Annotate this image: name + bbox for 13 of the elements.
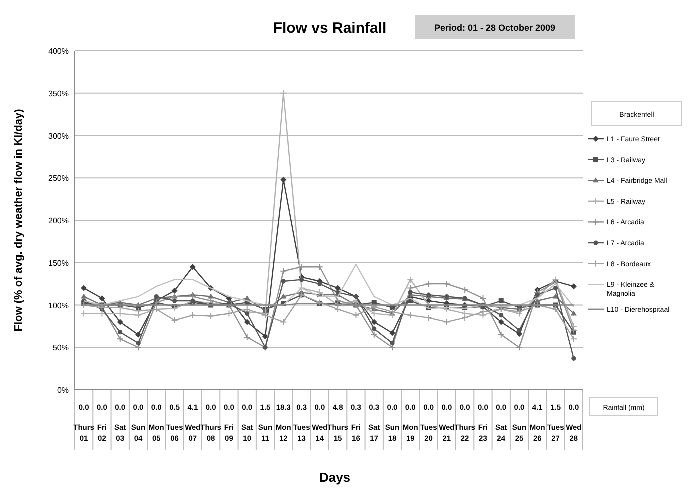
y-tick-label: 150% [48,258,69,268]
y-tick-label: 300% [48,132,69,141]
y-tick-label: 100% [48,301,69,310]
chart-title: Flow vs Rainfall [273,20,387,37]
y-tick-label: 250% [48,174,69,184]
y-tick-label: 0% [57,386,69,395]
x-axis-title: Days [319,470,351,485]
y-tick-label: 350% [48,89,69,98]
y-tick-label: 50% [52,344,69,353]
chart-subtitle: Period: 01 - 28 October 2009 [434,23,556,33]
y-axis-title: Flow (% of avg. dry weather flow in Kl/day) [13,108,25,332]
y-tick-label: 400% [48,47,69,56]
y-tick-label: 200% [48,216,69,226]
